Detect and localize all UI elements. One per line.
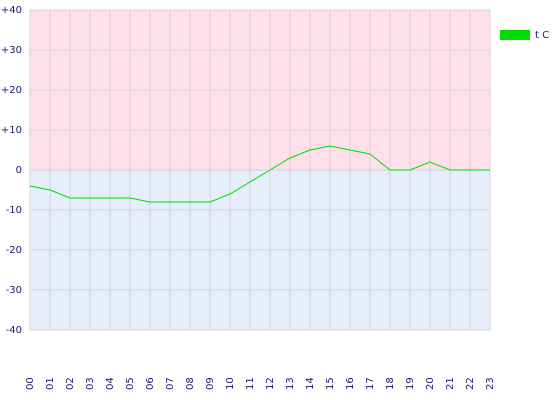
y-tick-label: -10 [6, 205, 22, 216]
x-tick-label: 00 [25, 377, 36, 390]
legend-swatch [500, 30, 530, 40]
x-tick-label: 20 [425, 377, 436, 390]
x-tick-label: 08 [185, 377, 196, 390]
x-tick-label: 07 [165, 377, 176, 390]
x-tick-label: 03 [85, 377, 96, 390]
x-tick-label: 18 [385, 377, 396, 390]
x-tick-label: 19 [405, 377, 416, 390]
x-tick-label: 13 [285, 377, 296, 390]
x-tick-label: 10 [225, 377, 236, 390]
y-tick-label: -40 [6, 325, 22, 336]
x-tick-label: 14 [305, 377, 316, 390]
x-tick-label: 12 [265, 377, 276, 390]
x-tick-label: 02 [65, 377, 76, 390]
y-tick-label: -30 [6, 285, 22, 296]
x-tick-label: 11 [245, 377, 256, 390]
data-line [29, 145, 490, 203]
x-tick-label: 01 [45, 377, 56, 390]
y-tick-label: 0 [16, 165, 22, 176]
x-tick-label: 06 [145, 377, 156, 390]
x-tick-label: 04 [105, 377, 116, 390]
x-tick-label: 16 [345, 377, 356, 390]
x-tick-label: 17 [365, 377, 376, 390]
x-tick-label: 05 [125, 377, 136, 390]
legend-label: t C [535, 30, 549, 41]
y-tick-label: +40 [1, 5, 22, 16]
y-tick-label: +20 [1, 85, 22, 96]
x-tick-label: 23 [485, 377, 496, 390]
y-tick-label: +10 [1, 125, 22, 136]
x-tick-label: 21 [445, 377, 456, 390]
y-tick-label: -20 [6, 245, 22, 256]
x-tick-label: 09 [205, 377, 216, 390]
x-tick-label: 15 [325, 377, 336, 390]
y-tick-label: +30 [1, 45, 22, 56]
x-tick-label: 22 [465, 377, 476, 390]
